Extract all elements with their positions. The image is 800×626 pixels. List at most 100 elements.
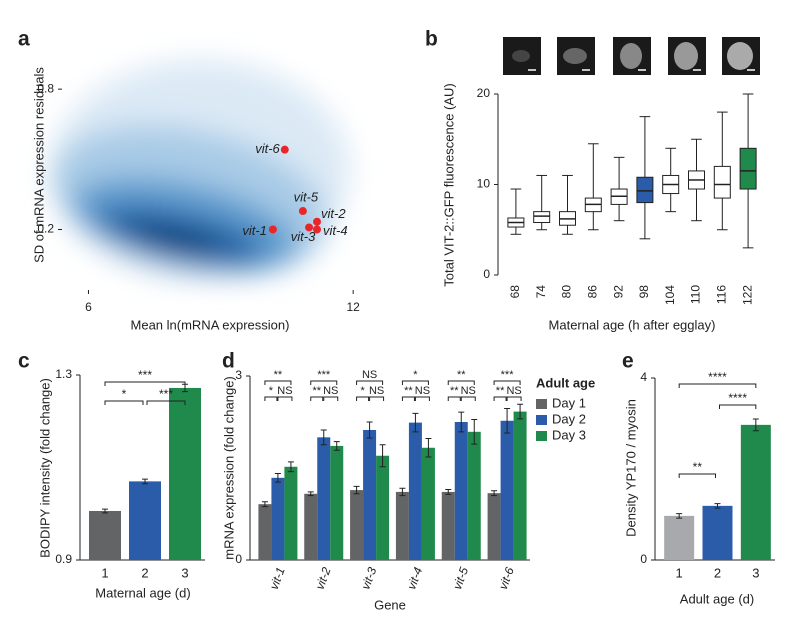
error-bar [491, 490, 498, 497]
significance-bracket [104, 381, 186, 386]
error-bar [366, 421, 373, 439]
bar [664, 515, 695, 560]
error-bar [274, 473, 281, 483]
error-bar [379, 444, 386, 468]
significance-label: NS [461, 385, 476, 397]
micrograph-strip [503, 37, 760, 75]
y-tick-label: 0.8 [37, 81, 54, 95]
panel-letter: b [425, 28, 438, 51]
significance-bracket [356, 396, 370, 401]
significance-bracket [369, 396, 385, 401]
bar [408, 422, 422, 560]
significance-bracket [493, 396, 507, 401]
bar [376, 455, 390, 560]
significance-bracket [310, 380, 338, 385]
significance-label: * [413, 369, 418, 381]
point [313, 217, 321, 226]
legend-label: Day 2 [552, 411, 586, 426]
x-tick-label: 3 [181, 565, 188, 580]
significance-label: *** [501, 369, 515, 381]
panel-letter: a [18, 28, 30, 51]
significance-bracket [447, 380, 475, 385]
x-tick-label: 92 [611, 285, 625, 299]
y-axis-label: Total VIT-2::GFP fluorescence (AU) [441, 83, 456, 287]
x-tick-label: vit-6 [496, 565, 517, 591]
bar [487, 493, 501, 560]
x-tick-label: 6 [85, 300, 92, 314]
bar [304, 493, 318, 560]
y-tick-label: 0 [640, 552, 647, 566]
point-label: vit-6 [255, 141, 280, 156]
bar [421, 447, 435, 560]
x-axis-label: Adult age (d) [680, 591, 754, 606]
y-tick-label: 10 [477, 177, 491, 191]
point [298, 207, 307, 216]
legend-swatch [536, 399, 547, 409]
significance-label: NS [362, 369, 377, 381]
x-tick-label: 1 [676, 565, 683, 580]
significance-label: NS [277, 385, 292, 397]
error-bar [676, 513, 683, 519]
significance-label: NS [369, 385, 384, 397]
significance-label: NS [323, 385, 338, 397]
significance-bracket [264, 396, 278, 401]
significance-bracket [277, 396, 293, 401]
legend-label: Day 3 [552, 427, 586, 442]
significance-bracket [401, 396, 415, 401]
error-bar [714, 503, 721, 509]
significance-label: NS [415, 385, 430, 397]
box [713, 165, 731, 199]
point [305, 223, 314, 232]
bar [317, 437, 331, 560]
bar [129, 481, 161, 560]
significance-bracket [506, 396, 522, 401]
significance-label: *** [138, 368, 152, 382]
point-label: vit-2 [321, 206, 346, 221]
x-tick-label: 80 [560, 285, 574, 299]
panel-letter: e [622, 350, 634, 373]
error-bar [320, 429, 327, 446]
legend-label: Day 1 [552, 395, 586, 410]
significance-bracket [310, 396, 324, 401]
y-axis-label: SD of mRNA expression residuals [31, 67, 46, 263]
x-tick-label: 86 [585, 285, 599, 299]
significance-bracket [678, 473, 716, 478]
bar [89, 510, 121, 560]
box [636, 176, 654, 204]
significance-label: **** [728, 391, 747, 405]
bar [169, 387, 201, 560]
y-tick-label: 0.2 [37, 222, 54, 236]
point-label: vit-1 [242, 223, 267, 238]
bar [454, 422, 468, 560]
x-tick-label: vit-1 [267, 565, 288, 591]
x-tick-label: 68 [508, 285, 522, 299]
significance-bracket [323, 396, 339, 401]
significance-label: ** [404, 385, 413, 397]
x-tick-label: 122 [740, 285, 754, 305]
significance-label: **** [708, 370, 727, 384]
x-tick-label: vit-5 [450, 565, 471, 591]
panel-letter: c [18, 350, 30, 373]
significance-label: NS [506, 385, 521, 397]
x-tick-label: 104 [663, 285, 677, 305]
x-tick-label: vit-2 [313, 565, 334, 591]
significance-label: * [360, 385, 365, 397]
significance-label: *** [159, 387, 173, 401]
bar [395, 491, 409, 560]
bar [467, 431, 481, 560]
significance-bracket [104, 400, 144, 405]
error-bar [752, 418, 759, 432]
significance-label: ** [450, 385, 459, 397]
y-tick-label: 20 [477, 86, 491, 100]
point [280, 145, 289, 154]
bar [363, 429, 377, 560]
error-bar [333, 441, 340, 451]
x-tick-label: 98 [637, 285, 651, 299]
y-axis-label: BODIPY intensity (fold change) [37, 378, 52, 558]
bar [740, 424, 771, 560]
point [268, 225, 277, 234]
x-tick-label: 3 [752, 565, 759, 580]
x-tick-label: 12 [346, 300, 360, 314]
error-bar [445, 488, 452, 495]
